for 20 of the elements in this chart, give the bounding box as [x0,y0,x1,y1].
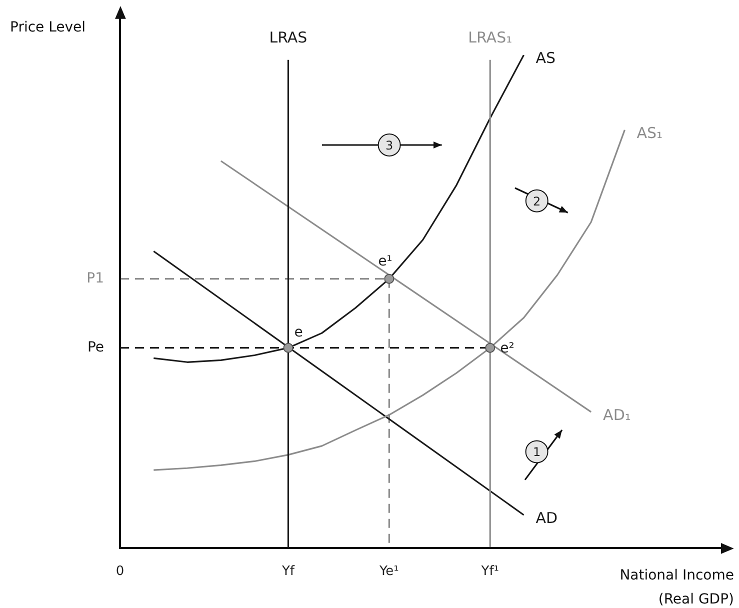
series-label: AD₁ [603,406,631,424]
annotation: 1 [532,445,540,460]
series-label: AD [536,508,558,527]
annotation: e² [500,340,514,356]
series-label: AS [536,48,556,67]
series-label: AS₁ [636,124,663,142]
series-label: LRAS [269,28,308,46]
x-tick-label: 0 [116,564,124,580]
annotation: e [294,324,303,340]
series-label: P1 [86,270,104,286]
x-tick-label: Ye¹ [378,564,399,580]
x-tick-label: Yf¹ [480,564,499,580]
annotation: e¹ [378,253,392,270]
x-axis-title: National Income (Real GDP) [620,568,734,608]
x-tick-label: Yf [280,564,295,580]
annotation: 3 [385,138,393,153]
series-label: Pe [87,339,104,356]
y-axis-title: Price Level [10,20,86,36]
annotation: 2 [532,194,540,208]
series-label: LRAS₁ [468,28,512,46]
